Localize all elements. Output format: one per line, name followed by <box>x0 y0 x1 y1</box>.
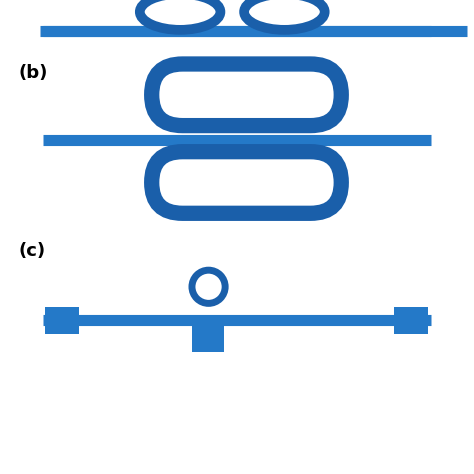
Bar <box>192 319 224 352</box>
Ellipse shape <box>140 0 220 30</box>
Ellipse shape <box>244 0 325 30</box>
FancyBboxPatch shape <box>152 64 341 126</box>
Circle shape <box>192 270 225 303</box>
Text: (c): (c) <box>19 242 46 260</box>
FancyBboxPatch shape <box>152 152 341 213</box>
Bar <box>45 307 79 334</box>
Text: (b): (b) <box>19 64 48 82</box>
Bar <box>394 307 428 334</box>
